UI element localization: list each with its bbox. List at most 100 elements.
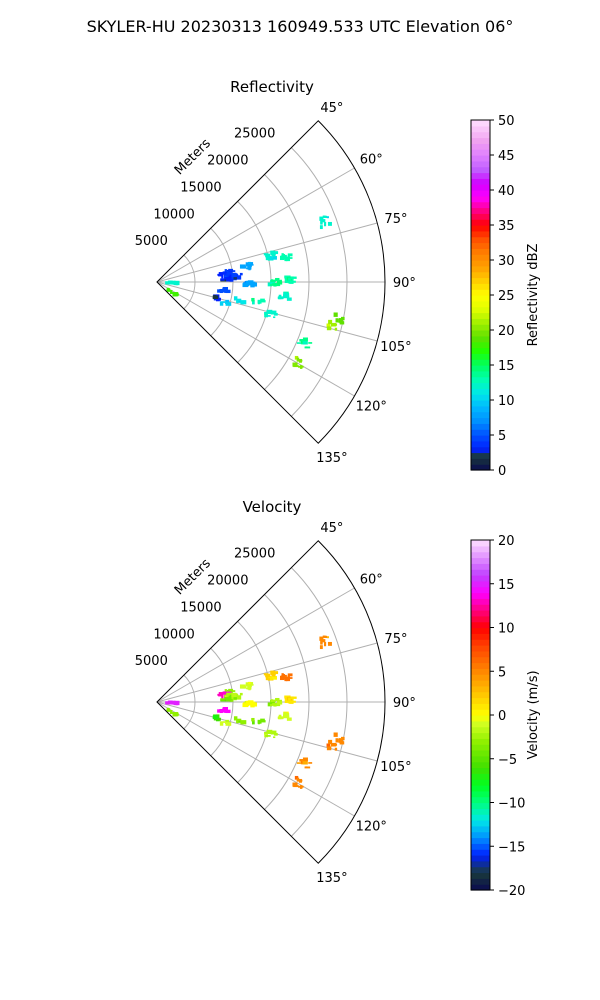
echo-gate — [173, 280, 180, 286]
colorbar-segment — [471, 370, 490, 378]
echo-gate — [320, 219, 326, 223]
velocity-echo — [263, 670, 279, 681]
reflectivity-echo — [233, 296, 247, 305]
echo-gate — [218, 297, 221, 301]
echo-gate — [224, 694, 227, 697]
echo-gate — [338, 738, 343, 743]
echo-gate — [277, 296, 284, 299]
echo-gate — [283, 295, 290, 298]
echo-gate — [248, 681, 251, 685]
echo-gate — [282, 674, 285, 676]
echo-gate — [286, 699, 290, 703]
echo-gate — [264, 731, 268, 735]
colorbar-segment — [471, 464, 490, 471]
echo-gate — [292, 782, 298, 787]
echo-gate — [286, 717, 292, 721]
echo-gate — [320, 221, 323, 225]
colorbar-segment — [471, 417, 490, 424]
echo-gate — [219, 721, 224, 726]
reflectivity-echo — [239, 261, 254, 271]
reflectivity-echo — [242, 280, 258, 288]
echo-gate — [285, 257, 289, 260]
echo-gate — [298, 358, 302, 363]
echo-gate — [272, 256, 277, 260]
echo-gate — [215, 298, 220, 302]
colorbar-segment — [471, 802, 490, 809]
echo-gate — [265, 735, 271, 737]
colorbar-tick-label: 25 — [498, 289, 515, 304]
echo-gate — [252, 300, 255, 305]
echo-gate — [293, 365, 299, 368]
velocity-echo — [231, 692, 243, 701]
colorbar-segment — [471, 230, 490, 238]
echo-gate — [229, 698, 234, 702]
colorbar-segment — [471, 353, 490, 360]
colorbar-tick-label: 45 — [498, 149, 515, 164]
echo-gate — [276, 281, 283, 285]
echo-gate — [319, 636, 324, 641]
echo-gate — [290, 696, 297, 699]
colorbar-segment — [471, 755, 490, 763]
echo-gate — [289, 257, 293, 259]
theta-tick-label: 105° — [380, 340, 411, 355]
colorbar-segment — [471, 610, 490, 617]
colorbar-segment — [471, 394, 490, 401]
echo-gate — [326, 216, 329, 219]
echo-gate — [233, 296, 238, 301]
echo-gate — [324, 222, 327, 227]
echo-gate — [172, 712, 179, 717]
reflectivity-echo — [219, 299, 232, 306]
echo-gate — [299, 759, 305, 762]
echo-gate — [305, 346, 308, 348]
echo-gate — [287, 674, 290, 680]
theta-tick-label: 60° — [360, 572, 383, 587]
echo-gate — [217, 289, 224, 293]
echo-gate — [247, 265, 252, 270]
colorbar-segment — [471, 125, 490, 133]
echo-gate — [270, 730, 277, 735]
echo-gate — [240, 720, 247, 725]
echo-gate — [169, 700, 172, 705]
azimuth-gridline — [156, 642, 378, 703]
echo-gate — [222, 721, 226, 723]
echo-gate — [248, 261, 251, 265]
echo-gate — [260, 298, 265, 302]
echo-gate — [233, 716, 238, 721]
echo-gate — [340, 736, 345, 741]
echo-gate — [326, 746, 332, 751]
echo-gate — [287, 673, 293, 677]
colorbar-segment — [471, 598, 490, 605]
reflectivity-echo — [212, 294, 221, 302]
echo-gate — [243, 282, 250, 287]
azimuth-gridline — [156, 281, 355, 397]
echo-gate — [220, 698, 225, 701]
echo-gate — [247, 700, 254, 703]
colorbar-segment — [471, 405, 490, 413]
echo-gate — [219, 301, 224, 306]
echo-gate — [284, 713, 290, 718]
echo-gate — [283, 715, 290, 718]
echo-gate — [225, 709, 231, 714]
reflectivity-echo — [284, 275, 297, 284]
echo-gate — [236, 275, 242, 280]
echo-gate — [267, 258, 270, 261]
echo-gate — [226, 697, 231, 702]
echo-gate — [299, 365, 303, 369]
echo-gate — [319, 216, 324, 221]
echo-gate — [276, 699, 282, 703]
radial-tick-label: 20000 — [207, 574, 248, 589]
colorbar-segment — [471, 225, 490, 232]
radial-tick-label: 25000 — [234, 547, 275, 562]
velocity-echo — [242, 700, 258, 708]
echo-gate — [271, 279, 276, 282]
echo-gate — [284, 275, 290, 279]
echo-gate — [273, 732, 278, 736]
colorbar-segment — [471, 335, 490, 343]
colorbar-segment — [471, 650, 490, 658]
echo-gate — [273, 316, 276, 319]
echo-gate — [226, 277, 231, 282]
echo-gate — [267, 702, 273, 707]
colorbar-segment — [471, 715, 490, 722]
colorbar-tick-label: −5 — [498, 753, 517, 768]
colorbar-segment — [471, 551, 490, 559]
